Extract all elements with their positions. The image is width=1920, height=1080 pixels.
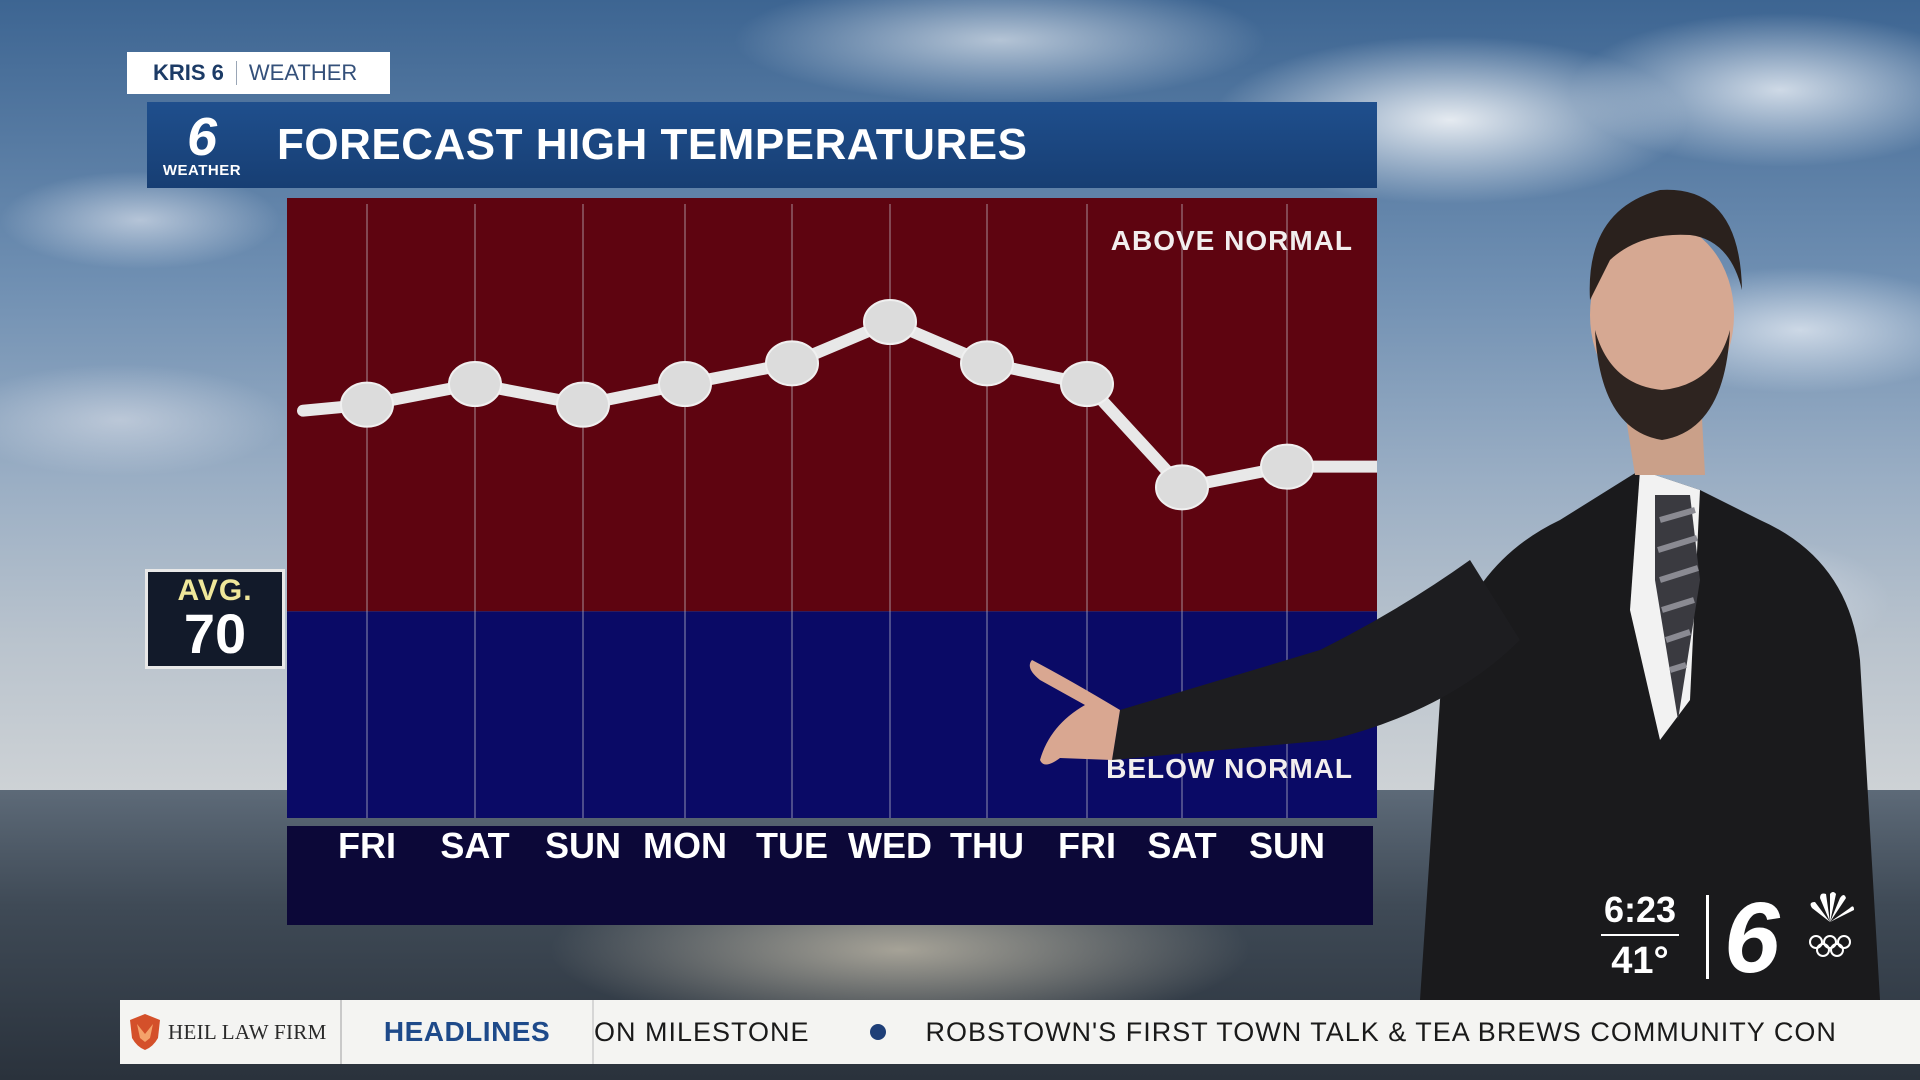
data-point-0 (340, 381, 394, 428)
presenter-figure (1029, 189, 1880, 1000)
news-ticker: HEIL LAW FIRM HEADLINES ON MILESTONE ROB… (120, 1000, 1920, 1064)
brand-divider (235, 61, 237, 85)
current-time: 6:23 (1603, 889, 1677, 930)
above-normal-label: ABOVE NORMAL (1111, 225, 1353, 256)
ticker-item: ROBSTOWN'S FIRST TOWN TALK & TEA BREWS C… (925, 1016, 1837, 1047)
day-label-3: MON (643, 825, 727, 866)
data-point-6 (960, 340, 1014, 387)
brand-tab: KRIS 6 WEATHER (127, 52, 390, 94)
ticker-items: ON MILESTONE ROBSTOWN'S FIRST TOWN TALK … (594, 1017, 1837, 1048)
day-label-8: SAT (1147, 825, 1216, 866)
current-temp: 41° (1611, 940, 1669, 982)
average-value: 70 (183, 602, 247, 665)
bug-rule (1601, 934, 1679, 936)
data-point-5 (863, 299, 917, 345)
data-point-7 (1060, 361, 1114, 407)
page-title: FORECAST HIGH TEMPERATURES (277, 120, 1028, 169)
forecast-chart: ABOVE NORMAL BELOW NORMAL FRI SAT SUN MON TUE W… (287, 198, 1377, 925)
day-label-6: THU (950, 825, 1024, 866)
data-point-1 (448, 361, 502, 407)
data-point-3 (658, 361, 712, 407)
station-name: KRIS 6 (153, 60, 224, 85)
day-label-band (287, 826, 1373, 925)
title-bar: 6 WEATHER FORECAST HIGH TEMPERATURES (147, 102, 1377, 188)
headlines-label: HEADLINES (342, 1000, 594, 1064)
logo-number: 6 (186, 106, 218, 167)
day-label-5: WED (848, 825, 932, 866)
section-name: WEATHER (248, 60, 358, 85)
station-logo-number: 6 (1724, 882, 1781, 990)
data-point-8 (1155, 464, 1209, 511)
average-label: AVG. (177, 574, 253, 607)
logo-caption: WEATHER (162, 161, 242, 179)
ticker-item: ON MILESTONE (594, 1016, 810, 1047)
data-point-4 (765, 340, 819, 387)
ticker-separator (869, 1024, 886, 1040)
chart-canvas: ABOVE NORMAL BELOW NORMAL FRI SAT SUN MON TUE W… (287, 198, 1377, 925)
data-point-9 (1260, 443, 1314, 490)
below-normal-label: BELOW NORMAL (1106, 753, 1353, 784)
bug-divider (1706, 895, 1709, 979)
day-label-0: FRI (338, 825, 396, 866)
day-label-4: TUE (756, 825, 828, 866)
nbc-peacock-icon: 6 (1724, 882, 1854, 990)
day-label-7: FRI (1058, 825, 1116, 866)
time-temp-bug: 6:23 41° (1580, 888, 1700, 988)
data-point-2 (556, 381, 610, 428)
day-label-9: SUN (1249, 825, 1325, 866)
average-box: AVG. 70 (145, 569, 285, 669)
weather-logo: 6 WEATHER (147, 102, 257, 188)
day-label-2: SUN (545, 825, 621, 866)
fox-shield-icon (130, 1014, 160, 1050)
day-label-1: SAT (440, 825, 509, 866)
sponsor-block: HEIL LAW FIRM (120, 1000, 342, 1064)
sponsor-name: HEIL LAW FIRM (168, 1019, 327, 1044)
